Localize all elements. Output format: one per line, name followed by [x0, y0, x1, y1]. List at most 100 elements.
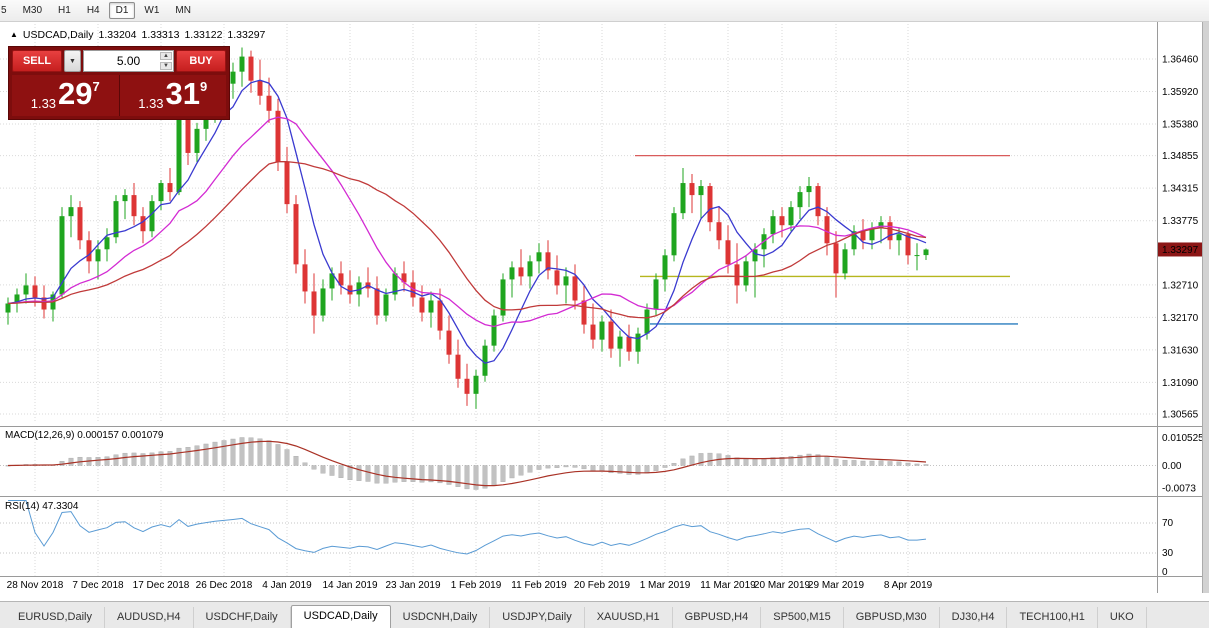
ask-prefix: 1.33: [138, 96, 164, 111]
chart-tab-USDCNH,Daily[interactable]: USDCNH,Daily: [391, 607, 491, 628]
timeframe-button-5[interactable]: 5: [0, 2, 14, 19]
candle: [815, 186, 821, 217]
date-label: 20 Mar 2019: [754, 580, 811, 591]
candle: [311, 291, 317, 316]
macd-bar: [446, 465, 452, 485]
macd-bar: [572, 465, 578, 468]
macd-bar: [149, 452, 155, 466]
candle: [248, 56, 254, 81]
rsi-caption: RSI(14) 47.3304: [5, 501, 79, 512]
candle: [608, 321, 614, 349]
candle: [320, 288, 326, 316]
macd-bar: [104, 456, 110, 466]
chart-tab-XAUUSD,H1[interactable]: XAUUSD,H1: [585, 607, 673, 628]
date-label: 20 Feb 2019: [574, 580, 631, 591]
macd-bar: [338, 465, 344, 478]
chart-tab-DJ30,H4[interactable]: DJ30,H4: [940, 607, 1008, 628]
macd-bar: [779, 457, 785, 466]
timeframe-button-D1[interactable]: D1: [108, 2, 136, 19]
candle: [689, 183, 695, 196]
volume-field[interactable]: 5.00 ▲ ▼: [83, 50, 174, 72]
chart-tab-TECH100,H1[interactable]: TECH100,H1: [1007, 607, 1098, 628]
volume-up-icon[interactable]: ▲: [160, 52, 172, 60]
candle: [572, 276, 578, 301]
candle: [887, 222, 893, 241]
timeframe-toolbar: 5 M30 H1 H4 D1 W1 MN: [0, 0, 1209, 22]
chart-area: 1.36460 1.35920 1.35380 1.34855 1.34315 1.337…: [0, 22, 1209, 593]
macd-bar: [284, 449, 290, 466]
candle: [428, 300, 434, 313]
macd-bar: [905, 462, 911, 466]
candle: [185, 119, 191, 153]
macd-panel: [5, 437, 929, 490]
rsi-line: [8, 500, 927, 555]
candle: [419, 297, 425, 313]
price-tick-label: 1.31090: [1162, 378, 1199, 389]
date-label: 29 Mar 2019: [808, 580, 865, 591]
timeframe-button-W1[interactable]: W1: [137, 2, 166, 19]
sell-button[interactable]: SELL: [12, 50, 62, 72]
candle: [338, 273, 344, 286]
candle: [59, 216, 65, 295]
macd-bar: [401, 465, 407, 482]
macd-bar: [131, 452, 137, 466]
date-label: 26 Dec 2018: [196, 580, 253, 591]
macd-bar: [698, 453, 704, 466]
candle: [140, 216, 146, 232]
timeframe-button-H4[interactable]: H4: [80, 2, 107, 19]
candle: [41, 297, 47, 310]
bid-price[interactable]: 1.33 29 7: [12, 75, 120, 116]
candle: [563, 276, 569, 286]
macd-bar: [671, 463, 677, 466]
chart-tab-USDJPY,Daily[interactable]: USDJPY,Daily: [490, 607, 585, 628]
chart-tab-EURUSD,Daily[interactable]: EURUSD,Daily: [6, 607, 105, 628]
volume-dropdown-button[interactable]: ▼: [64, 50, 81, 72]
macd-bar: [842, 459, 848, 466]
candle: [122, 195, 128, 202]
status-gap: [0, 593, 1209, 601]
candle: [392, 273, 398, 295]
timeframe-button-M30[interactable]: M30: [16, 2, 49, 19]
ohlc-open: 1.33204: [98, 29, 137, 41]
chart-tab-SP500,M15[interactable]: SP500,M15: [761, 607, 844, 628]
candle: [131, 195, 137, 217]
chart-tab-AUDUSD,H4[interactable]: AUDUSD,H4: [105, 607, 194, 628]
chart-tab-GBPUSD,H4[interactable]: GBPUSD,H4: [673, 607, 762, 628]
chart-tab-GBPUSD,M30[interactable]: GBPUSD,M30: [844, 607, 940, 628]
candle: [32, 285, 38, 298]
quote-row: 1.33 29 7 1.33 31 9: [12, 75, 226, 116]
volume-down-icon[interactable]: ▼: [160, 62, 172, 70]
chart-tab-USDCAD,Daily[interactable]: USDCAD,Daily: [290, 605, 391, 628]
macd-bar: [482, 465, 488, 489]
macd-bar: [437, 465, 443, 484]
candles: [5, 47, 929, 409]
fast-ma-blue: [7, 79, 927, 364]
macd-bar: [140, 453, 146, 466]
candle: [347, 285, 353, 295]
macd-bar: [500, 465, 506, 482]
candle: [905, 234, 911, 256]
macd-bar: [554, 465, 560, 468]
timeframe-button-H1[interactable]: H1: [51, 2, 78, 19]
candle: [455, 354, 461, 379]
timeframe-button-MN[interactable]: MN: [168, 2, 198, 19]
macd-bar: [851, 460, 857, 466]
macd-bar: [275, 444, 281, 466]
chart-canvas[interactable]: 1.364601.359201.353801.348551.343151.337…: [0, 22, 1209, 593]
candle: [356, 282, 362, 295]
macd-bar: [581, 465, 587, 470]
candle: [788, 207, 794, 226]
macd-bar: [347, 465, 353, 481]
candle: [383, 294, 389, 316]
date-label: 1 Feb 2019: [451, 580, 502, 591]
candle: [482, 345, 488, 376]
candle: [626, 336, 632, 352]
candle: [617, 336, 623, 349]
candle: [464, 378, 470, 394]
chart-tab-UKO[interactable]: UKO: [1098, 607, 1147, 628]
candle: [446, 330, 452, 355]
collapse-triangle-icon[interactable]: ▲: [10, 30, 18, 39]
ask-price[interactable]: 1.33 31 9: [119, 75, 226, 116]
buy-button[interactable]: BUY: [176, 50, 226, 72]
chart-tab-USDCHF,Daily[interactable]: USDCHF,Daily: [194, 607, 291, 628]
